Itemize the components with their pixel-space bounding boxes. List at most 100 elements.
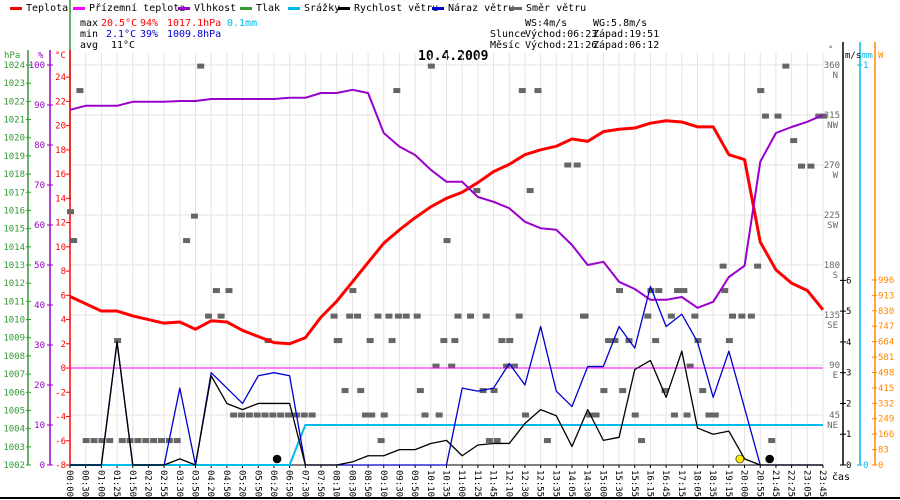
- tick-label-hpa: 1022: [3, 97, 25, 107]
- tick-label-hpa: 1017: [3, 188, 25, 198]
- stat-min-hum: 39%: [140, 29, 159, 40]
- moonset-marker: [272, 454, 282, 464]
- legend-swatch: [338, 6, 350, 10]
- wind-direction-mark: [277, 412, 285, 418]
- series-teplota: [69, 119, 825, 346]
- wind-direction-mark: [782, 63, 790, 69]
- wind-direction-mark: [366, 338, 374, 344]
- info-moon-set: Západ:06:12: [593, 40, 660, 51]
- tick-label-time: 12:30: [519, 470, 529, 497]
- tick-label-temp: 8: [61, 267, 66, 277]
- wind-direction-mark: [346, 313, 354, 319]
- wind-direction-mark: [98, 438, 106, 444]
- tick-label-temp: 12: [55, 219, 66, 229]
- wind-direction-mark: [798, 163, 806, 169]
- tick-label-time: 20:00: [739, 470, 749, 497]
- wind-direction-mark: [473, 188, 481, 194]
- wind-direction-mark: [581, 313, 589, 319]
- wind-direction-mark: [616, 288, 624, 294]
- wind-direction-mark: [269, 412, 277, 418]
- tick-label-hpa: 1012: [3, 279, 25, 289]
- legend-label: Srážky: [304, 3, 341, 14]
- tick-label-ms: 1: [846, 430, 851, 440]
- wind-direction-mark: [134, 438, 142, 444]
- tick-label-time: 11:45: [488, 470, 498, 497]
- legend-label: Náraz větru: [448, 3, 515, 14]
- tick-label-time: 00:30: [80, 470, 90, 497]
- wind-direction-mark: [534, 88, 542, 94]
- tick-label-time: 09:50: [409, 470, 419, 497]
- tick-label-time: 08:30: [346, 470, 356, 497]
- tick-label-time: 15:55: [629, 470, 639, 497]
- wind-direction-mark: [526, 188, 534, 194]
- wind-direction-mark: [721, 288, 729, 294]
- tick-label-pct: 100: [29, 61, 45, 71]
- tick-label-mm: 1: [863, 61, 868, 71]
- tick-label-temp: -6: [55, 437, 66, 447]
- stat-max-label: max: [80, 18, 99, 29]
- legend-prizemni-teplota: Přízemní teplota: [73, 3, 185, 15]
- legend-label: Směr větru: [526, 3, 587, 14]
- tick-label-dir: 135: [824, 311, 840, 321]
- legend-swatch: [288, 6, 300, 10]
- stat-max-press: 1017.1hPa: [167, 18, 222, 29]
- wind-direction-mark: [416, 388, 424, 394]
- info-ws: WS:4m/s: [525, 18, 568, 29]
- wind-direction-mark: [807, 163, 815, 169]
- legend-swatch: [73, 6, 85, 10]
- wind-direction-mark: [592, 412, 600, 418]
- tick-label-pct: 30: [34, 341, 45, 351]
- wind-direction-mark: [225, 288, 233, 294]
- legend-smer-vetru: Směr větru: [510, 3, 586, 15]
- tick-label-time: 02:55: [158, 470, 168, 497]
- tick-label-time: 19:15: [723, 470, 733, 497]
- wind-direction-mark: [150, 438, 158, 444]
- axis-dir-unit: °: [828, 45, 833, 55]
- wind-direction-mark: [790, 138, 798, 144]
- wind-direction-mark: [605, 338, 613, 344]
- axis-pct-unit: %: [38, 51, 44, 61]
- wind-direction-mark: [142, 438, 150, 444]
- wind-direction-mark: [515, 313, 523, 319]
- wind-direction-mark: [205, 313, 213, 319]
- legend-swatch: [510, 6, 522, 10]
- wind-direction-mark: [70, 238, 78, 244]
- wind-direction-mark: [521, 412, 529, 418]
- wind-direction-mark: [564, 162, 572, 168]
- stat-max-hum: 94%: [140, 18, 159, 29]
- tick-label-w: 0: [878, 461, 883, 471]
- wind-direction-mark: [440, 338, 448, 344]
- wind-direction-mark: [197, 63, 205, 69]
- tick-label-ms: 3: [846, 369, 851, 379]
- axis-hpa-unit: hPa: [4, 51, 20, 61]
- tick-label-dir: 315: [824, 111, 840, 121]
- wind-direction-mark: [738, 313, 746, 319]
- tick-label-w: 166: [878, 430, 894, 440]
- tick-label-time: 07:30: [299, 470, 309, 497]
- tick-label-time: 11:00: [456, 470, 466, 497]
- tick-label-hpa: 1009: [3, 334, 25, 344]
- wind-direction-mark: [368, 412, 376, 418]
- wind-direction-mark: [173, 438, 181, 444]
- wind-direction-mark: [377, 438, 385, 444]
- wind-direction-mark: [106, 438, 114, 444]
- wind-direction-mark: [543, 438, 551, 444]
- tick-label-time: 10:10: [425, 470, 435, 497]
- tick-label-time: 13:35: [550, 470, 560, 497]
- tick-label-time: 04:20: [205, 470, 215, 497]
- wind-direction-mark: [114, 338, 122, 344]
- wind-direction-mark: [493, 438, 501, 444]
- tick-label-dir: 270: [824, 161, 840, 171]
- tick-label-hpa: 1005: [3, 406, 25, 416]
- sunset-marker: [735, 454, 745, 464]
- tick-label-pct: 0: [40, 461, 45, 471]
- info-sun-label: Slunce: [490, 29, 527, 40]
- tick-label-hpa: 1010: [3, 316, 25, 326]
- wind-direction-mark: [380, 412, 388, 418]
- stat-avg-label: avg: [80, 40, 99, 51]
- series-vlhkost: [69, 88, 824, 309]
- tick-label-time: 21:45: [770, 470, 780, 497]
- tick-label-pct: 60: [34, 221, 45, 231]
- tick-label-dir-compass: N: [833, 71, 838, 81]
- tick-label-temp: 24: [55, 73, 66, 83]
